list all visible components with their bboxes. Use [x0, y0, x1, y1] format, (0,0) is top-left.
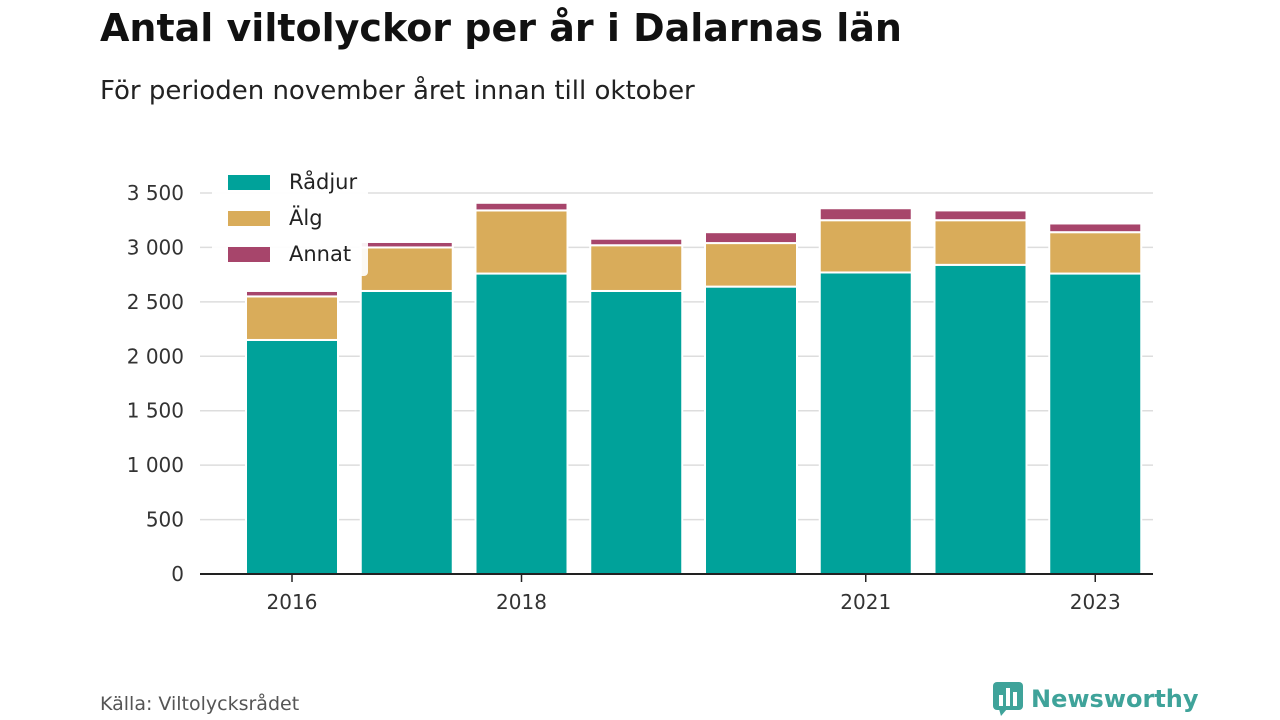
bar-älg-2018 [474, 209, 569, 275]
y-tick-label: 0 [171, 562, 184, 586]
bar-rådjur-2018 [474, 272, 569, 575]
bar-älg-2022 [933, 219, 1028, 266]
bar-annat-2022 [933, 209, 1028, 222]
chart-subtitle: För perioden november året innan till ok… [100, 76, 695, 106]
y-tick-label: 500 [146, 508, 184, 532]
chart-title: Antal viltolyckor per år i Dalarnas län [100, 6, 902, 50]
y-tick-label: 3 500 [127, 181, 184, 205]
legend-label-rådjur: Rådjur [289, 169, 357, 194]
bar-rådjur-2020 [704, 285, 798, 575]
source-note: Källa: Viltolycksrådet [100, 693, 300, 715]
bar-rådjur-2019 [589, 289, 684, 575]
legend-swatch-annat [228, 247, 270, 262]
newsworthy-logo-icon [993, 682, 1023, 716]
y-tick-label: 1 500 [127, 399, 184, 423]
legend-label-annat: Annat [289, 242, 351, 266]
x-tick-label: 2021 [840, 590, 891, 614]
bar-annat-2021 [818, 207, 913, 222]
bar-älg-2021 [818, 219, 913, 274]
bar-annat-2017 [359, 240, 454, 249]
bar-annat-2016 [245, 289, 339, 298]
x-tick-label: 2018 [496, 590, 547, 614]
y-tick-label: 2 500 [127, 290, 184, 314]
x-tick-label: 2023 [1070, 590, 1121, 614]
y-tick-label: 3 000 [127, 235, 184, 259]
bar-annat-2019 [589, 237, 684, 247]
y-tick-label: 1 000 [127, 453, 184, 477]
bar-älg-2019 [589, 244, 684, 292]
bar-rådjur-2023 [1048, 272, 1143, 575]
bar-älg-2023 [1048, 231, 1143, 275]
bar-älg-2017 [359, 246, 454, 292]
x-tick-label: 2016 [267, 590, 318, 614]
bar-älg-2016 [245, 295, 339, 341]
legend-swatch-älg [228, 211, 270, 226]
brand-logo[interactable]: Newsworthy [993, 682, 1199, 716]
bar-rådjur-2016 [245, 338, 339, 576]
bar-älg-2020 [704, 242, 798, 288]
bar-annat-2020 [704, 231, 798, 245]
legend-swatch-rådjur [228, 175, 270, 190]
bar-annat-2023 [1048, 222, 1143, 234]
bar-rådjur-2022 [933, 263, 1028, 575]
y-tick-label: 2 000 [127, 344, 184, 368]
bar-rådjur-2017 [359, 289, 454, 575]
bar-rådjur-2021 [818, 271, 913, 575]
bar-annat-2018 [474, 201, 569, 212]
legend-label-älg: Älg [289, 205, 323, 230]
stacked-bar-chart: 0 500 1 000 1 500 2 000 2 500 3 000 3 500 2016 20… [127, 169, 1153, 614]
brand-name: Newsworthy [1031, 685, 1199, 713]
